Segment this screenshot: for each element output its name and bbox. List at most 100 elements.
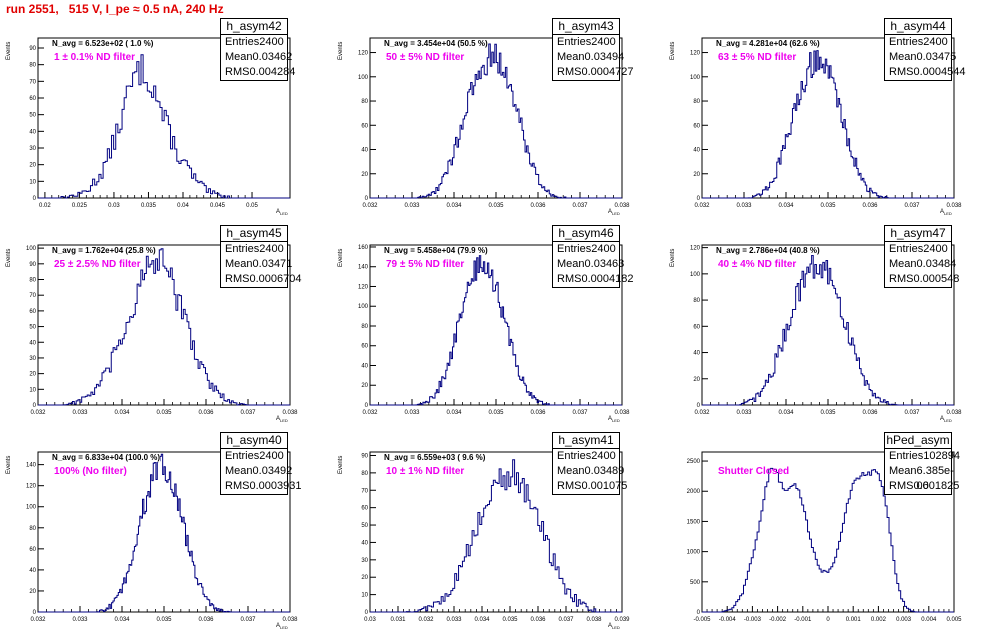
- stats-row-mean: Mean 0.03489: [553, 464, 624, 479]
- x-tick-label: 0.045: [210, 203, 226, 209]
- y-tick-label: 50: [29, 325, 36, 331]
- filter-label: Shutter Closed: [718, 466, 790, 477]
- x-tick-label: 0.038: [282, 410, 298, 416]
- stats-label: Entries: [225, 450, 260, 462]
- y-tick-label: 90: [361, 453, 368, 459]
- stats-box: h_asym40 Entries 2400 Mean 0.03492 RMS 0.00039…: [220, 432, 301, 495]
- plot-frame: [369, 451, 623, 613]
- stats-value: 2400: [259, 36, 284, 48]
- stats-value: 0.03489: [584, 465, 625, 477]
- stats-value: 0.001825: [913, 480, 960, 492]
- stats-label: Entries: [889, 36, 924, 48]
- y-axis-title: Events: [338, 41, 344, 60]
- x-tick-label: 0.036: [530, 203, 546, 209]
- stats-value: 0.0006704: [249, 273, 302, 285]
- x-tick-label: 0.032: [418, 617, 434, 623]
- x-tick-label: 0.034: [114, 410, 130, 416]
- x-tick-label: -0.005: [693, 617, 711, 623]
- y-axis-title: Events: [338, 455, 344, 474]
- y-tick-label: 100: [358, 75, 369, 81]
- stats-label: RMS: [557, 273, 582, 285]
- x-tick-label: 0.037: [904, 410, 920, 416]
- navg-label: N_avg = 6.833e+04 (100.0 %): [52, 453, 161, 462]
- stats-row-rms: RMS 0.004284: [221, 65, 295, 80]
- x-axis-title: ALED: [608, 623, 620, 630]
- stats-label: Mean: [557, 51, 585, 63]
- stats-label: RMS: [225, 480, 250, 492]
- x-axis-symbol: A: [940, 209, 945, 215]
- x-tick-label: 0.032: [694, 410, 710, 416]
- histogram-line: [370, 459, 622, 613]
- y-tick-label: 120: [358, 51, 369, 57]
- y-tick-label: 80: [361, 324, 368, 330]
- stats-row-entries: Entries 2400: [553, 242, 619, 257]
- stats-row-rms: RMS 0.001075: [553, 479, 627, 494]
- stats-row-rms: RMS 0.001825: [885, 479, 959, 494]
- stats-row-mean: Mean 0.03494: [553, 50, 624, 65]
- x-tick-label: 0.037: [904, 203, 920, 209]
- stats-row-mean: Mean 0.03471: [221, 257, 292, 272]
- stats-box: h_asym45 Entries 2400 Mean 0.03471 RMS 0.00067…: [220, 225, 301, 288]
- stats-value: 0.03462: [252, 51, 293, 63]
- stats-label: Mean: [225, 465, 253, 477]
- y-tick-label: 40: [29, 129, 36, 135]
- y-tick-label: 0: [33, 610, 37, 616]
- y-tick-label: 20: [361, 172, 368, 178]
- histogram-line: [370, 43, 622, 199]
- x-tick-label: 0.035: [820, 410, 836, 416]
- histogram-panel-h_asym44: 0.032 0.033 0.034 0.035 0.036 0.037 0.038 20 40 6…: [664, 14, 996, 221]
- histogram-plot: 0.03 0.031 0.032 0.033 0.034 0.035 0.036 0.037 0…: [361, 451, 630, 623]
- x-tick-label: 0.034: [778, 203, 794, 209]
- stats-label: Entries: [889, 243, 924, 255]
- x-tick-label: 0.033: [404, 203, 420, 209]
- y-tick-label: 20: [29, 163, 36, 169]
- y-tick-label: 1500: [687, 519, 701, 525]
- y-tick-label: 100: [690, 75, 701, 81]
- y-tick-label: 80: [29, 526, 36, 532]
- y-tick-label: 40: [361, 148, 368, 154]
- y-tick-label: 20: [29, 372, 36, 378]
- x-tick-label: 0.037: [572, 410, 588, 416]
- y-axis-title: Events: [6, 248, 12, 267]
- x-tick-label: 0.034: [446, 410, 462, 416]
- y-tick-label: 10: [361, 593, 368, 599]
- x-tick-label: 0.037: [240, 617, 256, 623]
- x-tick-label: 0.003: [896, 617, 912, 623]
- x-axis-symbol: A: [276, 209, 281, 215]
- x-tick-label: 0.035: [820, 203, 836, 209]
- stats-row-entries: Entries 2400: [221, 35, 287, 50]
- histogram-plot: 0.032 0.033 0.034 0.035 0.036 0.037 0.038 20 40 6…: [690, 244, 962, 416]
- stats-value: 2400: [591, 450, 616, 462]
- x-tick-label: -0.003: [744, 617, 762, 623]
- stats-title: h_asym42: [221, 19, 287, 35]
- y-axis-title: Events: [6, 455, 12, 474]
- stats-label: Entries: [225, 36, 260, 48]
- x-tick-label: 0.001: [846, 617, 862, 623]
- y-tick-label: 80: [693, 298, 700, 304]
- x-tick-label: 0.036: [198, 410, 214, 416]
- y-tick-label: 60: [361, 506, 368, 512]
- y-tick-label: 1000: [687, 550, 701, 556]
- x-axis-title: ALED: [276, 209, 288, 216]
- x-tick-label: 0.037: [572, 203, 588, 209]
- y-tick-label: 100: [26, 246, 37, 252]
- y-tick-label: 30: [361, 558, 368, 564]
- x-tick-label: 0.038: [946, 410, 962, 416]
- x-tick-label: 0.037: [558, 617, 574, 623]
- x-axis-subscript: LED: [280, 211, 288, 217]
- x-tick-label: 0.032: [362, 410, 378, 416]
- page-title: run 2551, 515 V, I_pe ≈ 0.5 nA, 240 Hz: [6, 2, 224, 16]
- stats-label: RMS: [889, 480, 914, 492]
- y-tick-label: 80: [361, 471, 368, 477]
- stats-label: Mean: [557, 465, 585, 477]
- stats-title: h_asym43: [553, 19, 619, 35]
- x-axis-symbol: A: [608, 416, 613, 422]
- stats-row-mean: Mean 0.03492: [221, 464, 292, 479]
- x-axis-title: ALED: [608, 416, 620, 423]
- stats-label: Mean: [889, 465, 917, 477]
- stats-box: h_asym41 Entries 2400 Mean 0.03489 RMS 0.00107…: [552, 432, 627, 495]
- x-tick-label: 0.04: [177, 203, 189, 209]
- stats-row-entries: Entries 2400: [221, 242, 287, 257]
- y-tick-label: 2500: [687, 459, 701, 465]
- y-tick-label: 60: [29, 96, 36, 102]
